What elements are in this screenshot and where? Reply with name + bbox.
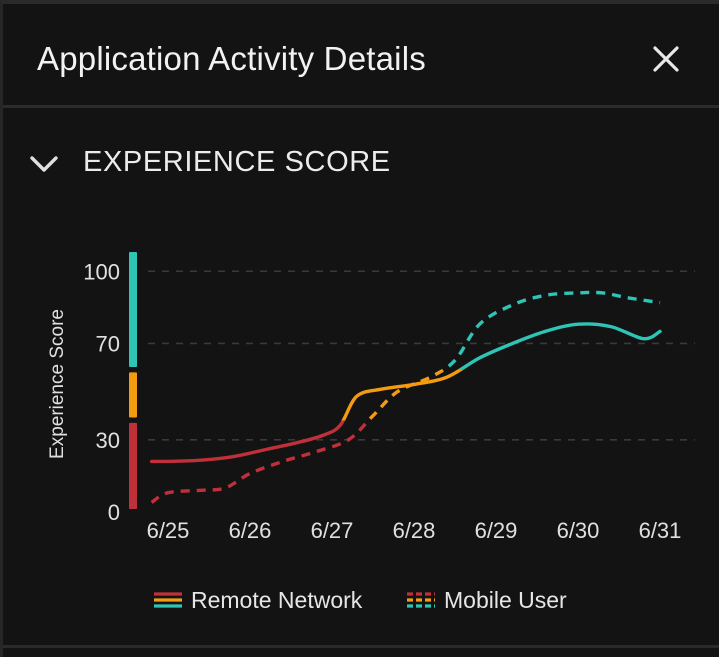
y-tick-label-100: 100: [83, 259, 120, 284]
score-band-2: [129, 252, 137, 367]
x-tick-label-6-26: 6/26: [229, 518, 272, 543]
score-band-0: [129, 422, 137, 509]
y-tick-label-70: 70: [96, 331, 120, 356]
panel-divider: [3, 645, 719, 648]
legend-item-mobile-user[interactable]: Mobile User: [406, 580, 567, 620]
panel-title: Application Activity Details: [37, 40, 426, 77]
series-line-remote-network-band-0: [149, 420, 346, 464]
series-line-mobile-user-band-1: [366, 369, 447, 421]
x-tick-label-6-31: 6/31: [639, 518, 682, 543]
experience-score-section-toggle[interactable]: EXPERIENCE SCORE: [3, 142, 703, 186]
legend-swatch-solid: [154, 592, 182, 608]
close-icon: [653, 46, 679, 72]
score-band-1: [129, 372, 137, 418]
y-tick-label-0: 0: [108, 500, 120, 525]
x-tick-label-6-30: 6/30: [557, 518, 600, 543]
y-tick-label-30: 30: [96, 428, 120, 453]
series-line-remote-network-band-2: [456, 322, 662, 370]
x-tick-label-6-28: 6/28: [393, 518, 436, 543]
chevron-down-icon: [30, 156, 58, 172]
experience-score-chart: 0 30 70 100 Experience Score 6/25 6/26 6/27 6/28…: [47, 252, 695, 543]
legend-item-remote-network[interactable]: Remote Network: [153, 580, 362, 620]
x-tick-label-6-27: 6/27: [311, 518, 354, 543]
legend-label-mobile-user: Mobile User: [444, 586, 567, 613]
x-tick-label-6-29: 6/29: [475, 518, 518, 543]
legend-label-remote-network: Remote Network: [191, 586, 363, 613]
series-line-remote-network-band-1: [341, 369, 464, 421]
panel-header: Application Activity Details: [3, 4, 719, 108]
section-title: EXPERIENCE SCORE: [83, 146, 391, 178]
x-tick-label-6-25: 6/25: [147, 518, 190, 543]
chart-legend: Remote Network Mobile User: [3, 580, 719, 620]
y-axis-label: Experience Score: [47, 309, 68, 459]
legend-swatch-dashed: [407, 592, 435, 608]
close-button[interactable]: [649, 42, 683, 76]
